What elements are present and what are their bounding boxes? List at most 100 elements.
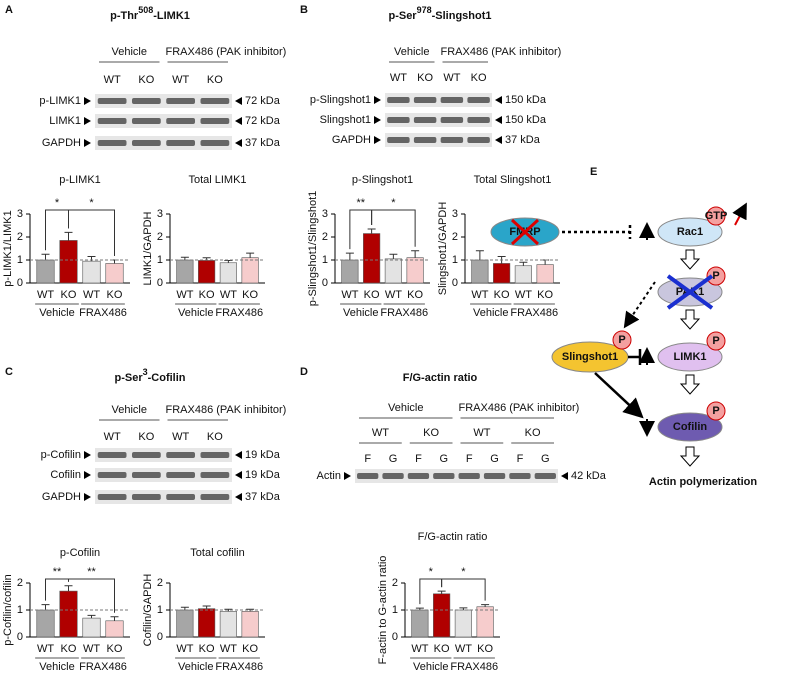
bar bbox=[105, 263, 124, 284]
blot-band bbox=[131, 140, 161, 146]
significance-bracket bbox=[68, 209, 115, 256]
significance-label: ** bbox=[87, 566, 96, 578]
row-label: GAPDH bbox=[332, 134, 371, 146]
y-tick-label: 0 bbox=[157, 277, 163, 289]
blot-band bbox=[387, 117, 410, 123]
title-prefix: p-Ser bbox=[388, 10, 417, 22]
error-bar bbox=[224, 608, 233, 612]
y-tick-label: 2 bbox=[322, 231, 328, 243]
blot-band bbox=[131, 118, 161, 124]
band-size: 37 kDa bbox=[505, 134, 541, 146]
bar bbox=[198, 260, 216, 284]
blot-band bbox=[413, 137, 437, 143]
arrowhead bbox=[374, 136, 381, 144]
lane-label: KO bbox=[417, 72, 433, 84]
node bbox=[657, 342, 723, 372]
group-label: FRAX486 (PAK inhibitor) bbox=[166, 404, 287, 416]
x-tick-label: WT bbox=[37, 289, 54, 301]
lane-label: F bbox=[517, 453, 524, 465]
bar bbox=[59, 590, 78, 638]
y-tick-label: 3 bbox=[452, 208, 458, 220]
genotype-label: WT bbox=[372, 427, 389, 439]
blot-strip bbox=[385, 113, 492, 127]
row-label: p-Cofilin bbox=[41, 449, 81, 461]
arrowhead bbox=[235, 493, 242, 501]
bar bbox=[476, 606, 494, 638]
chart-title: p-Cofilin bbox=[60, 547, 100, 559]
node-label: Cofilin bbox=[673, 421, 707, 433]
bar bbox=[384, 258, 402, 284]
y-tick-label: 1 bbox=[17, 254, 23, 266]
blot-band bbox=[200, 140, 230, 146]
row-label: Actin bbox=[317, 470, 341, 482]
hollow-arrow bbox=[679, 446, 701, 467]
bar bbox=[219, 262, 237, 284]
blot-band bbox=[131, 472, 161, 478]
y-axis-title: Slingshot1/GAPDH bbox=[437, 202, 449, 296]
blot-band bbox=[387, 137, 410, 143]
y-tick-label: 1 bbox=[322, 254, 328, 266]
row-label: Cofilin bbox=[50, 469, 81, 481]
blot-strip bbox=[95, 448, 232, 462]
blot-band bbox=[534, 473, 556, 479]
panel-letter: E bbox=[590, 166, 597, 178]
group-label: Vehicle bbox=[112, 404, 147, 416]
error-bar bbox=[246, 252, 255, 258]
y-tick-label: 3 bbox=[17, 208, 23, 220]
blot-band bbox=[97, 472, 127, 478]
panel-letter: D bbox=[300, 366, 308, 378]
x-tick-label: WT bbox=[220, 289, 237, 301]
lane-label: WT bbox=[172, 74, 189, 86]
blot-band bbox=[387, 97, 410, 103]
y-tick-label: 0 bbox=[322, 277, 328, 289]
title-suffix: -Cofilin bbox=[148, 372, 186, 384]
chart-title: p-Slingshot1 bbox=[352, 174, 413, 186]
title-prefix: p-Ser bbox=[114, 372, 143, 384]
arrowhead bbox=[374, 116, 381, 124]
band-size: 150 kDa bbox=[505, 114, 547, 126]
blot-band bbox=[131, 452, 161, 458]
arrowhead bbox=[235, 117, 242, 125]
output-label: Actin polymerization bbox=[649, 476, 757, 488]
band-size: 72 kDa bbox=[245, 95, 281, 107]
group-label: FRAX486 (PAK inhibitor) bbox=[166, 46, 287, 58]
y-axis-title: F-actin to G-actin ratio bbox=[377, 556, 389, 665]
error-bar bbox=[41, 253, 50, 260]
y-tick-label: 1 bbox=[157, 254, 163, 266]
bar bbox=[536, 264, 554, 284]
title-suffix: -LIMK1 bbox=[153, 10, 190, 22]
significance-bracket bbox=[68, 578, 115, 613]
y-axis-title: p-LIMK1/LIMK1 bbox=[2, 210, 14, 286]
row-label: p-Slingshot1 bbox=[310, 94, 371, 106]
lane-label: KO bbox=[138, 431, 154, 443]
error-bar bbox=[110, 259, 119, 264]
panel-title: F/G-actin ratio bbox=[403, 372, 478, 384]
y-tick-label: 2 bbox=[157, 577, 163, 589]
x-tick-label: WT bbox=[83, 643, 100, 655]
row-label: GAPDH bbox=[42, 137, 81, 149]
x-tick-label: KO bbox=[107, 289, 123, 301]
blot-band bbox=[200, 118, 230, 124]
panel-title: p-Thr508-LIMK1 bbox=[110, 5, 190, 22]
chart-title: F/G-actin ratio bbox=[418, 531, 488, 543]
lane-label: G bbox=[389, 453, 398, 465]
genotype-label: WT bbox=[473, 427, 490, 439]
y-axis-title: LIMK1/GAPDH bbox=[142, 211, 154, 285]
error-bar bbox=[519, 261, 528, 266]
x-tick-label: KO bbox=[364, 289, 380, 301]
chart-title: Total cofilin bbox=[190, 547, 244, 559]
bar bbox=[454, 609, 472, 638]
significance-label: * bbox=[461, 566, 466, 578]
arrowhead bbox=[235, 451, 242, 459]
blot-strip bbox=[95, 114, 232, 128]
hollow-arrow bbox=[679, 249, 701, 270]
y-tick-label: 3 bbox=[322, 208, 328, 220]
bar bbox=[406, 257, 424, 284]
bar bbox=[514, 265, 532, 284]
bar bbox=[341, 259, 359, 284]
y-tick-label: 2 bbox=[452, 231, 458, 243]
group-label: Vehicle bbox=[343, 307, 378, 319]
significance-label: ** bbox=[356, 197, 365, 209]
blot-band bbox=[509, 473, 531, 479]
